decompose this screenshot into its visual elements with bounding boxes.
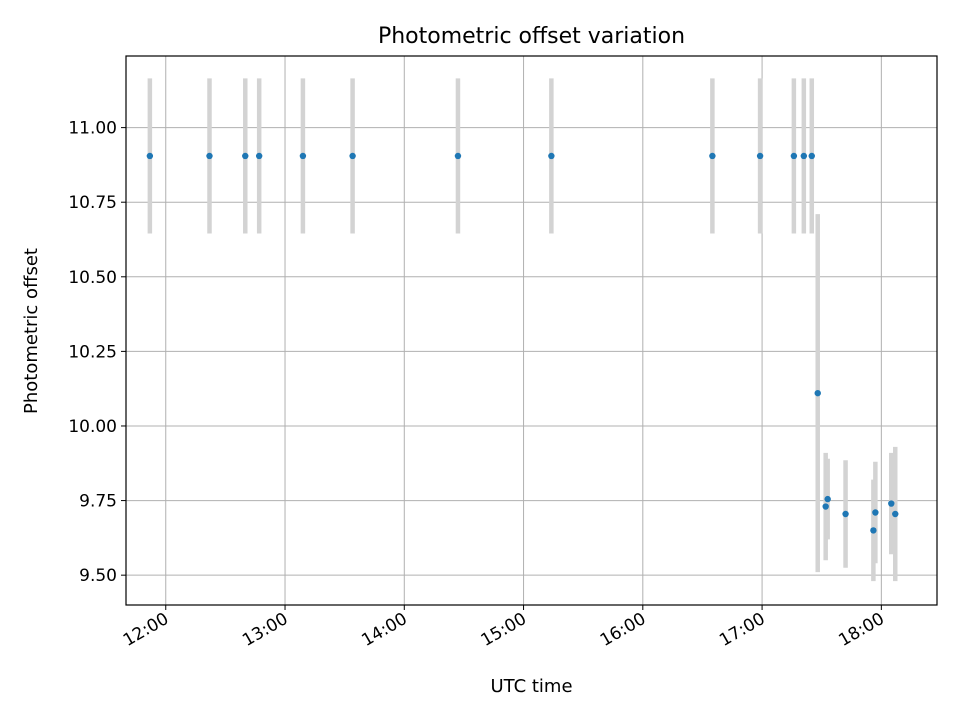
y-tick-label: 11.00 — [68, 119, 117, 139]
data-point — [842, 510, 849, 518]
data-point — [790, 152, 798, 160]
data-point — [548, 152, 555, 160]
plot-frame — [125, 55, 938, 606]
y-tick-label: 10.00 — [68, 417, 117, 437]
x-axis-label: UTC time — [490, 676, 572, 697]
data-point — [822, 503, 829, 510]
y-tick-label: 9.50 — [79, 566, 117, 586]
y-axis-ticks: 9.50 9.75 10.00 10.25 10.50 10.75 11.00 — [68, 119, 126, 586]
data-points — [146, 152, 899, 534]
data-point — [870, 527, 877, 534]
data-point — [299, 152, 307, 160]
data-point — [824, 495, 831, 503]
data-point — [454, 152, 462, 160]
y-tick-label: 9.75 — [79, 492, 117, 512]
data-point — [255, 152, 263, 160]
data-point — [814, 389, 821, 397]
grid — [126, 56, 937, 605]
data-point — [206, 152, 213, 160]
data-point — [146, 152, 154, 160]
data-point — [892, 510, 899, 518]
data-point — [800, 152, 808, 160]
y-tick-label: 10.25 — [68, 342, 117, 362]
data-point — [888, 500, 895, 507]
y-tick-label: 10.75 — [68, 193, 117, 213]
data-point — [756, 152, 764, 160]
data-point — [349, 152, 356, 160]
data-point — [242, 152, 249, 160]
y-axis-label: Photometric offset — [21, 248, 42, 414]
y-tick-label: 10.50 — [68, 268, 117, 288]
data-point — [808, 152, 815, 160]
data-point — [872, 509, 879, 516]
chart-title: Photometric offset variation — [378, 24, 685, 49]
data-point — [709, 152, 716, 160]
